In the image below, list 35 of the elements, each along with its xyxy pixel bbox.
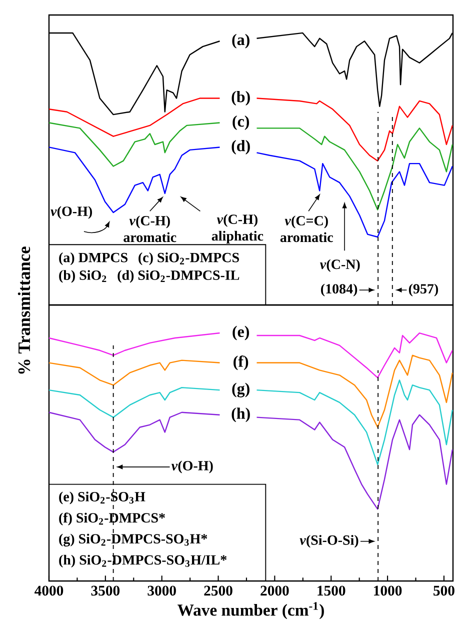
x-tick-label: 4000 [34, 586, 63, 596]
ref-line-label: (957) [408, 284, 438, 296]
annotation: (b) SiO$_{2}$ [58, 270, 106, 283]
ref-line-label: ν(Si-O-Si) [300, 534, 358, 548]
series-label: (f) [233, 355, 248, 370]
series-label: (d) [232, 140, 250, 154]
annotation: ν(C=C) aromatic [280, 216, 333, 242]
series-label: (a) [232, 34, 250, 48]
x-tick-label: 2000 [260, 586, 289, 596]
annotation: ν(C-H) aromatic [123, 216, 176, 242]
annotation: (c) SiO$_{2}$-DMPCS [138, 252, 239, 266]
annotation: ν(O-H) [50, 206, 92, 219]
series-label: (c) [232, 115, 249, 130]
annotation: (d) SiO$_{2}$-DMPCS-IL [118, 270, 239, 283]
x-tick-label: 500 [433, 586, 454, 596]
annotation: ν(C-N) [320, 259, 360, 272]
x-tick-label: 1500 [317, 586, 346, 596]
annotation: (f) SiO$_{2}$-DMPCS* [58, 512, 165, 526]
series-label: (b) [232, 91, 250, 106]
annotation: (h) SiO$_{2}$-DMPCS-SO$_{3}$H/IL* [58, 554, 226, 568]
series-label: (e) [232, 326, 249, 340]
x-tick-label: 3500 [91, 586, 120, 596]
x-tick-label: 3000 [148, 586, 176, 596]
x-tick-label: 2500 [204, 586, 232, 596]
y-axis-title: % Transmittance [18, 246, 30, 374]
annotation: (e) SiO$_{2}$-SO$_{3}$H [58, 492, 146, 504]
series-label: (h) [232, 408, 250, 422]
series-label: (g) [232, 382, 250, 398]
annotation: (g) SiO$_{2}$-DMPCS-SO$_{3}$H* [58, 534, 207, 546]
annotation: ν(C-H) aliphatic [212, 214, 263, 244]
annotation: (a) DMPCS [58, 252, 128, 266]
x-axis-title: Wave number (cm$^{-1}$) [177, 602, 324, 620]
ref-line-label: ν(O-H) [171, 460, 213, 474]
x-tick-label: 1000 [374, 586, 402, 596]
ref-line-label: (1084) [320, 284, 357, 296]
